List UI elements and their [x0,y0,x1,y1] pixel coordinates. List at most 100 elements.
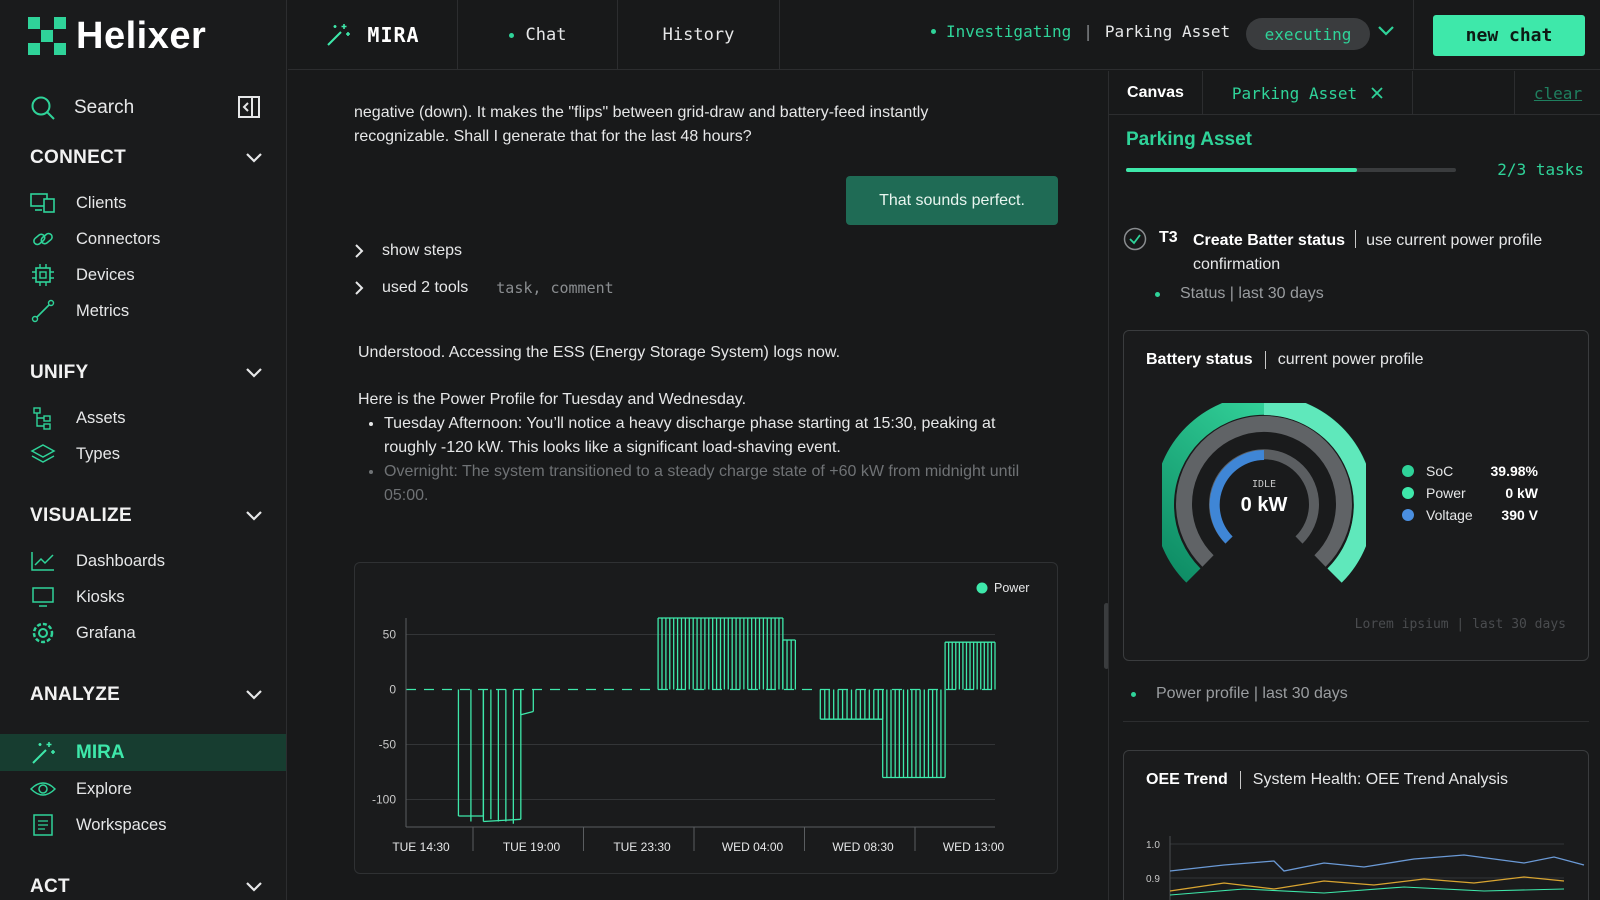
user-message: That sounds perfect. [846,176,1058,225]
power-profile-label: Power profile | last 30 days [1156,685,1348,702]
magic-wand-icon [30,740,56,766]
tab-history[interactable]: History [618,0,780,70]
task-progress-fill [1126,168,1357,172]
section-unify[interactable]: UNIFY [30,359,262,387]
tab-chat[interactable]: Chat [458,0,618,70]
tab-chat-label: Chat [525,25,567,45]
layers-icon [30,441,56,467]
section-visualize[interactable]: VISUALIZE [30,502,262,530]
clear-link[interactable]: clear [1514,71,1600,115]
tab-canvas[interactable]: Canvas [1109,71,1203,115]
legend-dot [1402,465,1414,477]
sidebar-item-kiosks[interactable]: Kiosks [0,579,286,615]
tools-list: task, comment [496,279,614,297]
power-profile-chart-card: 50 0 -50 -100 TUE 14:30 TUE 19:00 TUE 23:30 WED… [354,562,1058,874]
chevron-right-icon [355,244,364,258]
gauge-value: 0 kW [1241,494,1288,516]
card-subtitle: System Health: OEE Trend Analysis [1252,771,1509,788]
sidebar-item-label: Explore [76,779,132,798]
search-label: Search [74,97,135,118]
card-subtitle: current power profile [1277,351,1424,368]
battery-gauge: IDLE 0 kW [1162,403,1366,583]
legend-name: Power [1426,485,1466,501]
sidebar-item-label: Dashboards [76,551,165,570]
search-button[interactable]: Search [30,92,260,124]
section-connect[interactable]: CONNECT [30,144,262,172]
sidebar-item-types[interactable]: Types [0,436,286,472]
sidebar-item-clients[interactable]: Clients [0,185,286,221]
task-id: T3 [1159,229,1178,246]
chip-icon [30,262,56,288]
divider [1264,351,1266,369]
panel-title: Parking Asset [1126,129,1253,150]
x-tick-label: WED 13:00 [943,840,1005,854]
task-title: Create Batter status [1193,232,1346,249]
helixer-logo-icon [28,17,66,55]
document-icon [30,812,56,838]
card-footer: Lorem ipsium | last 30 days [1354,617,1566,632]
canvas-tabs: Canvas Parking Asset clear [1109,71,1600,115]
status-separator: | [1083,22,1093,41]
legend-value: 0 kW [1505,485,1538,501]
section-analyze[interactable]: ANALYZE [30,681,262,709]
task-status-label: Status | last 30 days [1180,285,1324,302]
chevron-down-icon [246,690,262,700]
collapse-sidebar-icon[interactable] [238,96,260,118]
sidebar-item-explore[interactable]: Explore [0,771,286,807]
sidebar-item-grafana[interactable]: Grafana [0,615,286,651]
sidebar-item-workspaces[interactable]: Workspaces [0,807,286,843]
card-header: OEE Trend System Health: OEE Trend Analy… [1146,771,1508,789]
magic-wand-icon [327,24,351,46]
oee-trend-card: OEE Trend System Health: OEE Trend Analy… [1123,750,1589,900]
card-title: Battery status [1146,351,1253,368]
sidebar-item-assets[interactable]: Assets [0,400,286,436]
sidebar-item-dashboards[interactable]: Dashboards [0,543,286,579]
sidebar-item-connectors[interactable]: Connectors [0,221,286,257]
bullet-dot [1131,691,1136,697]
bullet-dot [1155,291,1160,297]
sidebar-item-mira[interactable]: MIRA [0,734,286,771]
card-header: Battery status current power profile [1146,351,1424,369]
sidebar-item-metrics[interactable]: Metrics [0,293,286,329]
section-act[interactable]: ACT [30,873,262,900]
reply-bullet: Tuesday Afternoon: You’ll notice a heavy… [384,412,1038,460]
context-text: Parking Asset [1104,22,1231,41]
task-status-line[interactable]: Status | last 30 days [1155,285,1324,303]
x-tick-label: TUE 19:00 [503,840,561,854]
new-chat-button[interactable]: new chat [1433,15,1585,56]
mira-header: MIRA [288,0,458,70]
used-tools-toggle[interactable]: used 2 tools task, comment [354,279,614,297]
sidebar-item-label: Grafana [76,623,136,642]
brand-logo[interactable]: Helixer [28,15,206,57]
divider [1355,230,1357,248]
bar-cap [483,818,521,823]
chevron-right-icon [355,281,364,295]
panel-resize-handle[interactable] [1104,603,1109,669]
legend-name: Voltage [1426,507,1473,523]
sidebar-item-devices[interactable]: Devices [0,257,286,293]
power-profile-line[interactable]: Power profile | last 30 days [1131,685,1348,703]
show-steps-toggle[interactable]: show steps [354,242,462,260]
tab-parking-asset[interactable]: Parking Asset [1203,71,1413,115]
chevron-down-icon [246,368,262,378]
status-line: Investigating | Parking Asset [931,22,1230,41]
chevron-down-icon[interactable] [1378,26,1394,36]
close-icon[interactable] [1371,87,1383,99]
status-text: Investigating [946,22,1072,41]
legend-value: 390 V [1501,507,1538,523]
legend-dot [976,582,988,594]
task-progress-bar [1126,168,1456,172]
eye-icon [30,776,56,802]
sidebar-item-label: MIRA [76,741,125,763]
oee-ytick: 1.0 [1146,840,1160,851]
tab-history-label: History [662,25,735,45]
app-title: MIRA [367,23,420,47]
search-icon [31,96,55,120]
legend-item: SoC 39.98% [1402,460,1538,482]
gauge-state: IDLE [1252,479,1276,490]
task-desc: use current power profile confirmation [1193,232,1543,273]
canvas-panel: Canvas Parking Asset clear Parking Asset… [1108,71,1600,900]
bar-cap [520,710,534,716]
sidebar-item-label: Kiosks [76,587,125,606]
reply-bullet: Overnight: The system transitioned to a … [384,460,1038,508]
